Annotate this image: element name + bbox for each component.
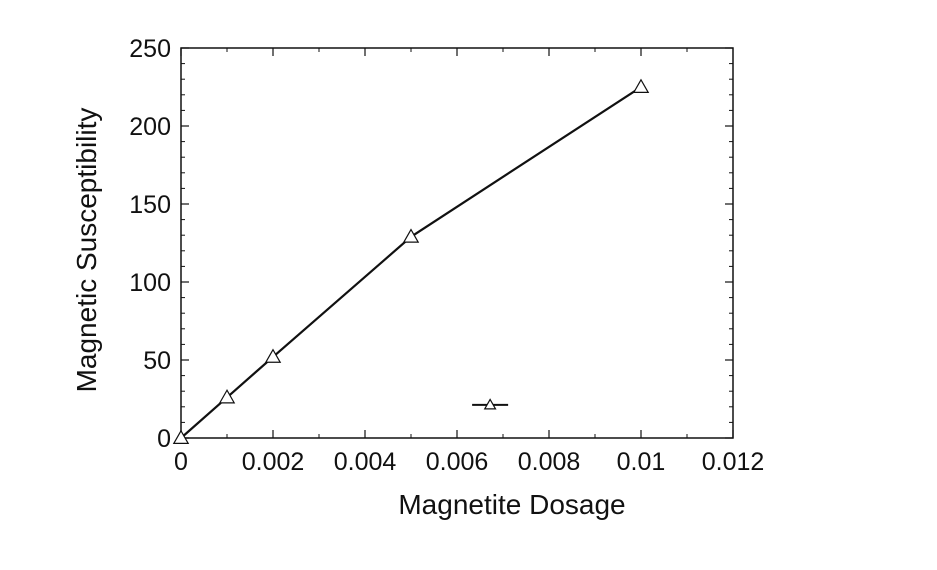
data-point-marker — [172, 429, 190, 444]
data-point-marker — [218, 389, 236, 404]
plot-frame — [180, 47, 734, 439]
legend — [472, 398, 509, 410]
tick-labels: 0 0.002 0.004 0.006 0.008 0.01 0.012 0 50 100 150 2… — [129, 35, 764, 476]
x-tick-label: 0.012 — [702, 448, 765, 476]
x-axis-title: Magnetite Dosage — [398, 489, 625, 520]
y-tick-label: 150 — [129, 191, 171, 219]
y-axis-title: Magnetic Susceptibility — [71, 108, 102, 393]
y-tick-label: 100 — [129, 269, 171, 297]
data-point-marker — [264, 348, 282, 363]
data-point-marker — [632, 78, 650, 94]
x-tick-label: 0.01 — [617, 448, 666, 476]
series-line — [180, 86, 642, 439]
x-tick-label: 0 — [174, 448, 188, 476]
y-tick-label: 50 — [143, 347, 171, 375]
x-tick-label: 0.006 — [426, 448, 489, 476]
y-tick-label: 0 — [157, 425, 171, 453]
legend-marker — [483, 398, 497, 410]
x-tick-label: 0.002 — [242, 448, 305, 476]
y-tick-label: 200 — [129, 113, 171, 141]
series-layer — [172, 78, 650, 444]
x-tick-label: 0.008 — [518, 448, 581, 476]
y-tick-label: 250 — [129, 35, 171, 63]
x-tick-label: 0.004 — [334, 448, 397, 476]
data-point-marker — [402, 228, 420, 243]
axis-ticks — [180, 47, 734, 439]
